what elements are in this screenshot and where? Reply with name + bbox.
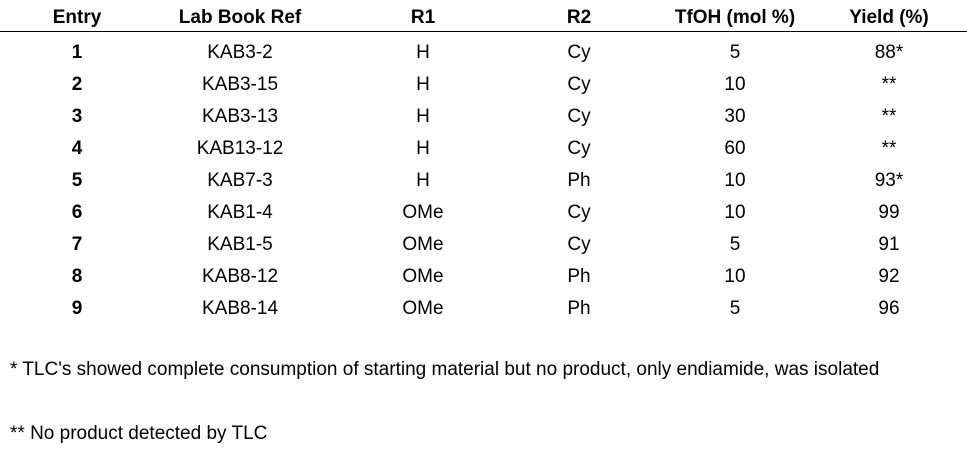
- table-cell: KAB8-12: [201, 266, 279, 287]
- table-cell: 99: [878, 202, 900, 223]
- table-cell: KAB1-4: [207, 202, 273, 223]
- table-cell: 92: [878, 266, 900, 287]
- table-cell: 9: [71, 298, 83, 319]
- column-header: Entry: [52, 7, 102, 28]
- table-cell: Cy: [567, 234, 591, 255]
- table-cell: 2: [71, 74, 83, 95]
- table-cell: Ph: [567, 298, 591, 319]
- table-cell: Cy: [567, 42, 591, 63]
- table-cell: KAB3-2: [207, 42, 273, 63]
- table-cell: KAB3-13: [201, 106, 279, 127]
- table-cell: 10: [724, 74, 746, 95]
- table-cell: Cy: [567, 106, 591, 127]
- table-cell: Ph: [567, 266, 591, 287]
- table-cell: H: [416, 170, 430, 191]
- table-cell: KAB1-5: [207, 234, 273, 255]
- column-header: TfOH (mol %): [674, 7, 796, 28]
- table-cell: 6: [71, 202, 83, 223]
- table-cell: 30: [724, 106, 746, 127]
- table-cell: 8: [71, 266, 83, 287]
- table-cell: Ph: [567, 170, 591, 191]
- column-header: R1: [410, 7, 436, 28]
- table-cell: 5: [729, 42, 741, 63]
- footnote: * TLC's showed complete consumption of s…: [10, 359, 880, 380]
- table-cell: 5: [729, 234, 741, 255]
- table-cell: H: [416, 74, 430, 95]
- table-cell: OMe: [402, 202, 444, 223]
- table-cell: 10: [724, 266, 746, 287]
- table-cell: 7: [71, 234, 83, 255]
- column-header: Lab Book Ref: [178, 7, 302, 28]
- footnote: ** No product detected by TLC: [10, 423, 268, 444]
- table-cell: OMe: [402, 266, 444, 287]
- table-cell: **: [881, 106, 897, 127]
- table-cell: 5: [729, 298, 741, 319]
- table-cell: Cy: [567, 202, 591, 223]
- table-cell: OMe: [402, 298, 444, 319]
- table-cell: **: [881, 138, 897, 159]
- table-cell: 3: [71, 106, 83, 127]
- table-cell: H: [416, 106, 430, 127]
- table-cell: KAB13-12: [196, 138, 284, 159]
- table-cell: H: [416, 138, 430, 159]
- table-cell: 1: [71, 42, 83, 63]
- table-cell: Cy: [567, 74, 591, 95]
- table-cell: H: [416, 42, 430, 63]
- table-cell: 5: [71, 170, 83, 191]
- table-cell: 88*: [874, 42, 904, 63]
- column-header: Yield (%): [849, 7, 929, 28]
- table-cell: 96: [878, 298, 900, 319]
- table-cell: KAB7-3: [207, 170, 273, 191]
- table-cell: 93*: [874, 170, 904, 191]
- table-cell: 60: [724, 138, 746, 159]
- table-cell: KAB8-14: [201, 298, 279, 319]
- header-rule: [0, 31, 967, 32]
- table-cell: 10: [724, 202, 746, 223]
- table-cell: OMe: [402, 234, 444, 255]
- table-cell: 91: [878, 234, 900, 255]
- table-cell: 10: [724, 170, 746, 191]
- table-cell: Cy: [567, 138, 591, 159]
- column-header: R2: [566, 7, 592, 28]
- table-cell: **: [881, 74, 897, 95]
- table-cell: 4: [71, 138, 83, 159]
- table-cell: KAB3-15: [201, 74, 279, 95]
